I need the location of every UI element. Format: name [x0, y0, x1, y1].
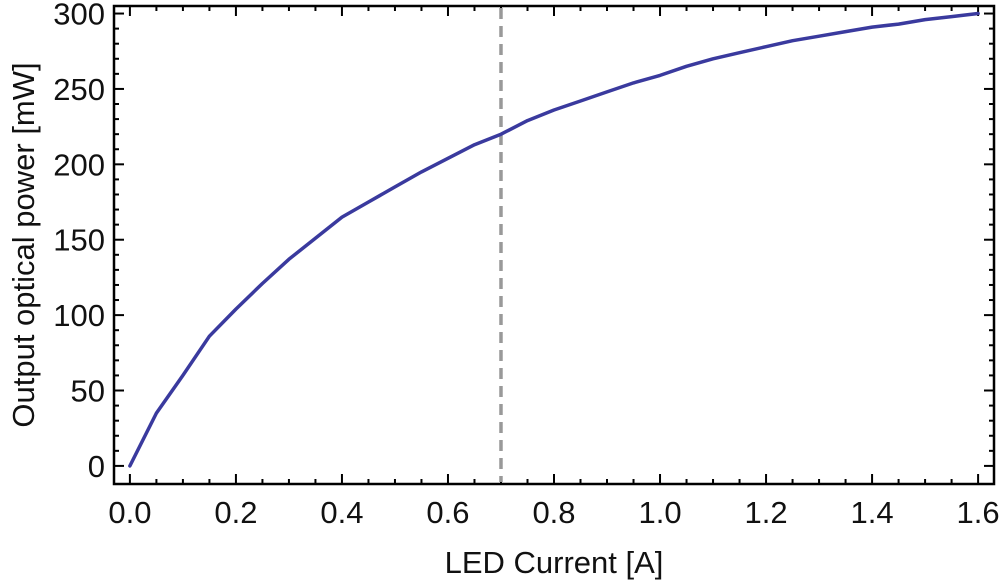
y-tick-label: 50	[71, 374, 105, 409]
y-tick-label: 150	[53, 223, 105, 258]
y-tick-labels: 0 50 100 150 200 250 300	[53, 0, 105, 484]
x-axis-title: LED Current [A]	[445, 545, 664, 580]
y-axis-title: Output optical power [mW]	[6, 62, 41, 427]
x-tick-label: 1.4	[851, 495, 894, 530]
x-tick-label: 0.0	[108, 495, 151, 530]
y-tick-label: 200	[53, 147, 105, 182]
x-tick-label: 0.4	[320, 495, 363, 530]
y-tick-label: 0	[88, 449, 105, 484]
x-tick-label: 0.8	[532, 495, 575, 530]
x-tick-label: 1.2	[744, 495, 787, 530]
y-tick-label: 300	[53, 0, 105, 32]
y-tick-label: 100	[53, 298, 105, 333]
ticks-layer	[114, 6, 994, 484]
x-tick-label: 1.0	[638, 495, 681, 530]
x-tick-label: 0.2	[214, 495, 257, 530]
x-tick-label: 1.6	[957, 495, 1000, 530]
x-tick-label: 0.6	[426, 495, 469, 530]
series-line	[128, 11, 980, 468]
x-tick-labels: 0.0 0.2 0.4 0.6 0.8 1.0 1.2 1.4 1.6	[108, 495, 999, 530]
y-tick-label: 250	[53, 72, 105, 107]
series-layer	[128, 11, 980, 468]
plot-frame	[112, 4, 996, 486]
